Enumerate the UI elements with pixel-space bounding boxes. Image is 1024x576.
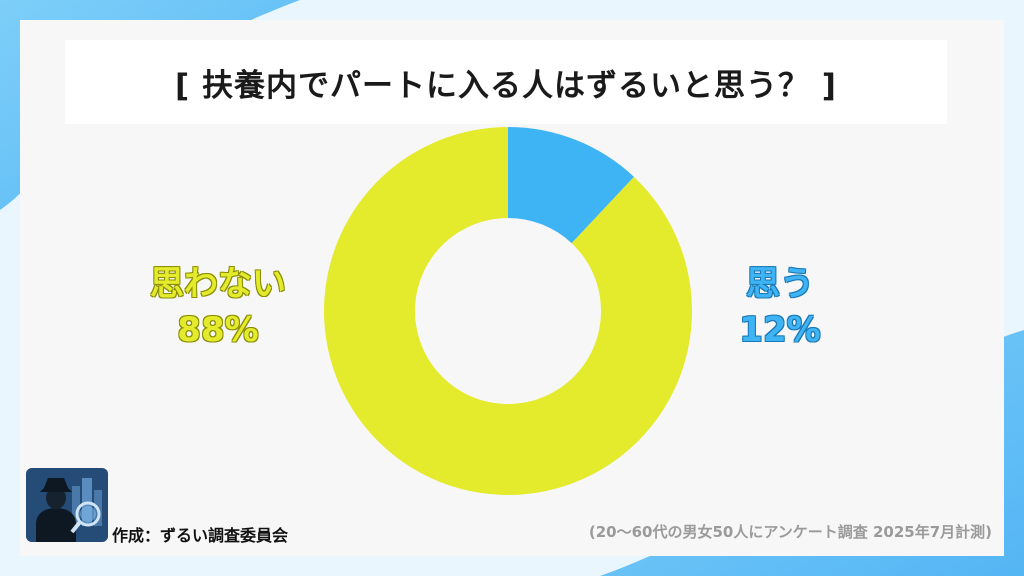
slice-name-omowanai: 思わない: [150, 264, 286, 304]
survey-note: (20～60代の男女50人にアンケート調査 2025年7月計測): [588, 523, 992, 541]
slice-percent-omou: 12%: [739, 309, 821, 350]
slice-percent-omowanai: 88%: [177, 309, 259, 350]
detective-magnifier-logo: [26, 468, 108, 542]
donut-slice-omowanai: [324, 127, 692, 495]
chart-title: [ 扶養内でパートに入る人はずるいと思う？ ]: [175, 67, 837, 104]
slice-label-omowanai: 思わない 88%: [128, 262, 308, 354]
slice-name-omou: 思う: [746, 264, 814, 304]
donut-slice-omou: [508, 127, 634, 244]
slice-label-omou: 思う 12%: [700, 262, 860, 354]
title-box: [ 扶養内でパートに入る人はずるいと思う？ ]: [65, 40, 947, 124]
credit-text: 作成：ずるい調査委員会: [112, 526, 289, 545]
donut-chart: [324, 127, 692, 495]
